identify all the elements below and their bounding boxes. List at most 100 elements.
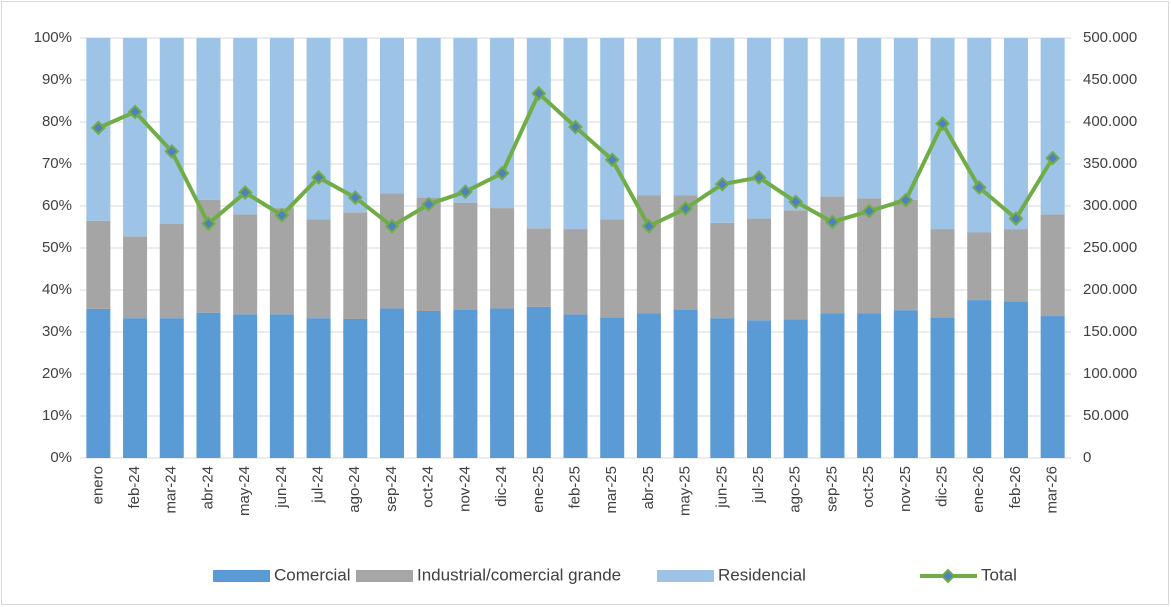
y2-tick-label: 350.000 — [1083, 155, 1137, 172]
bar-segment — [416, 38, 441, 198]
bar-segment — [196, 38, 221, 200]
bar-segment — [893, 199, 918, 311]
x-tick-label: abr-25 — [640, 466, 657, 509]
y-tick-label: 90% — [42, 71, 72, 88]
bar-segment — [600, 38, 625, 220]
line-marker — [861, 203, 877, 219]
bar-segment — [783, 38, 808, 211]
bar-segment — [343, 212, 368, 319]
line-marker — [935, 116, 950, 132]
bar-segment — [710, 38, 735, 223]
legend-label: Industrial/comercial grande — [417, 565, 621, 584]
x-tick-label: dic-25 — [934, 466, 951, 507]
x-tick-label: ago-25 — [787, 466, 804, 513]
y2-tick-label: 200.000 — [1083, 281, 1137, 298]
line-marker — [825, 214, 840, 230]
y2-tick-label: 500.000 — [1083, 29, 1137, 46]
y-tick-label: 100% — [34, 29, 72, 46]
bar-segment — [747, 38, 772, 219]
line-marker — [1008, 211, 1024, 227]
bar-segment — [526, 306, 551, 458]
x-tick-label: ene-26 — [970, 466, 987, 513]
y-tick-label: 50% — [42, 239, 72, 256]
legend-swatch — [213, 570, 270, 582]
bar-segment — [453, 38, 478, 203]
bar-segment — [379, 38, 404, 194]
line-marker — [127, 104, 143, 120]
x-tick-label: feb-24 — [126, 466, 143, 509]
bar-segment — [930, 317, 955, 458]
bar-segment — [563, 314, 588, 458]
bar-segment — [526, 228, 551, 307]
line-marker — [201, 216, 216, 232]
bar-segment — [820, 313, 845, 458]
y-tick-label: 80% — [42, 113, 72, 130]
bar-segment — [1003, 301, 1028, 458]
bar-segment — [930, 229, 955, 318]
bar-segment — [490, 38, 515, 209]
line-marker — [604, 152, 620, 168]
line-marker — [678, 201, 694, 216]
bar-segment — [747, 320, 772, 458]
legend-swatch — [356, 570, 413, 582]
bar-segment — [783, 210, 808, 320]
line-marker — [714, 176, 730, 192]
bar-segment — [783, 319, 808, 458]
bar-segment — [710, 318, 735, 458]
x-tick-label: may-25 — [677, 466, 694, 516]
bar-segment — [857, 38, 882, 199]
bar-segment — [86, 308, 111, 458]
x-tick-label: dic-24 — [493, 466, 510, 507]
bar-segment — [820, 196, 845, 314]
line-marker — [898, 192, 914, 208]
bar-segment — [1040, 316, 1065, 458]
x-tick-label: abr-24 — [199, 466, 216, 509]
bar-segment — [893, 38, 918, 200]
bar-segment — [636, 313, 661, 458]
bar-segment — [967, 232, 992, 301]
y-tick-label: 10% — [42, 407, 72, 424]
x-tick-label: mar-25 — [603, 466, 620, 514]
legend-marker — [940, 568, 956, 584]
y2-tick-label: 250.000 — [1083, 239, 1137, 256]
bar-segment — [490, 208, 515, 309]
x-tick-label: jul-25 — [750, 466, 767, 504]
y2-tick-label: 300.000 — [1083, 197, 1137, 214]
bar-segment — [747, 218, 772, 321]
line-marker — [384, 218, 400, 234]
bar-segment — [967, 300, 992, 458]
bar-segment — [123, 318, 148, 458]
y2-tick-label: 100.000 — [1083, 365, 1137, 382]
line-marker — [1045, 150, 1061, 166]
x-tick-label: nov-24 — [456, 466, 473, 512]
bar-segment — [269, 38, 294, 209]
bar-segment — [636, 38, 661, 196]
x-tick-label: jul-24 — [310, 466, 327, 504]
bar-segment — [893, 310, 918, 458]
bar-segment — [123, 38, 148, 237]
x-tick-label: enero — [89, 466, 106, 504]
line-marker — [568, 119, 583, 135]
bar-segment — [343, 318, 368, 458]
bar-segment — [563, 229, 588, 315]
x-tick-label: feb-26 — [1007, 466, 1024, 509]
x-tick-label: mar-26 — [1044, 466, 1061, 514]
x-tick-label: sep-24 — [383, 466, 400, 512]
line-marker — [421, 196, 437, 212]
y-tick-label: 20% — [42, 365, 72, 382]
x-tick-label: ene-25 — [530, 466, 547, 513]
bar-segment — [1040, 214, 1065, 317]
bar-segment — [269, 314, 294, 458]
x-tick-label: ago-24 — [346, 466, 363, 513]
bar-segment — [453, 309, 478, 458]
bar-segment — [86, 220, 111, 309]
x-tick-label: may-24 — [236, 466, 253, 516]
bar-segment — [196, 312, 221, 458]
bar-segment — [857, 313, 882, 458]
x-tick-label: mar-24 — [163, 466, 180, 514]
bar-segment — [600, 317, 625, 458]
x-tick-label: nov-25 — [897, 466, 914, 512]
bar-segment — [159, 38, 184, 224]
y-tick-label: 0% — [50, 449, 72, 466]
